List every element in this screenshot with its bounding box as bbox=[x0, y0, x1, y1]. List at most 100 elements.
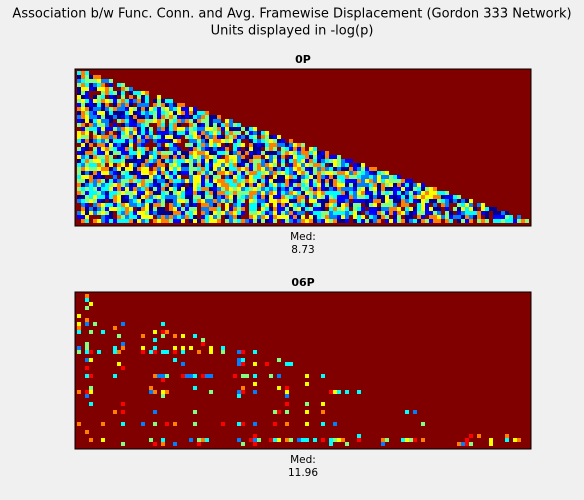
heatmap-cell bbox=[117, 219, 121, 223]
heatmap-cell bbox=[209, 131, 213, 135]
heatmap-cells bbox=[77, 294, 521, 446]
heatmap-cell bbox=[209, 199, 213, 203]
heatmap-cell bbox=[141, 163, 145, 167]
heatmap-cell bbox=[125, 199, 129, 203]
heatmap-cell bbox=[201, 187, 205, 191]
heatmap-cell bbox=[437, 215, 441, 219]
heatmap-cell bbox=[217, 219, 221, 223]
heatmap-cell bbox=[253, 163, 257, 167]
heatmap-cell bbox=[353, 191, 357, 195]
heatmap-cell bbox=[413, 410, 417, 414]
heatmap-cell bbox=[333, 219, 337, 223]
heatmap-cell bbox=[89, 386, 93, 390]
heatmap-cell bbox=[417, 199, 421, 203]
heatmap-cell bbox=[101, 107, 105, 111]
heatmap-cell bbox=[193, 215, 197, 219]
heatmap-cell bbox=[253, 219, 257, 223]
heatmap-cell bbox=[389, 219, 393, 223]
heatmap-cell bbox=[113, 219, 117, 223]
heatmap-cell bbox=[117, 127, 121, 131]
heatmap-cell bbox=[229, 139, 233, 143]
heatmap-cell bbox=[101, 159, 105, 163]
heatmap-cell bbox=[261, 131, 265, 135]
heatmap-cell bbox=[213, 135, 217, 139]
heatmap-cell bbox=[505, 438, 509, 442]
heatmap-cell bbox=[265, 155, 269, 159]
heatmap-cell bbox=[337, 163, 341, 167]
heatmap-cell bbox=[413, 438, 417, 442]
heatmap-cell bbox=[249, 135, 253, 139]
heatmap-cell bbox=[225, 139, 229, 143]
heatmap-cell bbox=[421, 422, 425, 426]
heatmap-cell bbox=[317, 203, 321, 207]
heatmap-cell bbox=[197, 171, 201, 175]
heatmap-cell bbox=[181, 350, 185, 354]
heatmap-cell bbox=[81, 139, 85, 143]
heatmap-cell bbox=[169, 139, 173, 143]
heatmap-cell bbox=[261, 143, 265, 147]
heatmap-cell bbox=[85, 187, 89, 191]
heatmap-cell bbox=[85, 103, 89, 107]
heatmap-cell bbox=[137, 107, 141, 111]
heatmap-cell bbox=[505, 219, 509, 223]
heatmap-cell bbox=[101, 203, 105, 207]
heatmap-cell bbox=[289, 191, 293, 195]
heatmap-cell bbox=[501, 219, 505, 223]
heatmap-cell bbox=[149, 135, 153, 139]
heatmap-cell bbox=[253, 167, 257, 171]
heatmap-cell bbox=[117, 83, 121, 87]
heatmap-cell bbox=[173, 350, 177, 354]
heatmap-cell bbox=[421, 219, 425, 223]
heatmap-cell bbox=[85, 87, 89, 91]
heatmap-cell bbox=[329, 215, 333, 219]
heatmap-cell bbox=[209, 139, 213, 143]
heatmap-cell bbox=[169, 155, 173, 159]
heatmap-cell bbox=[289, 438, 293, 442]
heatmap-cell bbox=[265, 139, 269, 143]
heatmap-cell bbox=[269, 195, 273, 199]
heatmap-cell bbox=[301, 203, 305, 207]
heatmap-cell bbox=[133, 111, 137, 115]
heatmap-cell bbox=[193, 143, 197, 147]
heatmap-cell bbox=[105, 183, 109, 187]
heatmap-cell bbox=[133, 211, 137, 215]
heatmap-cell bbox=[137, 171, 141, 175]
heatmap-cell bbox=[213, 175, 217, 179]
heatmap-cell bbox=[493, 219, 497, 223]
heatmap-cell bbox=[117, 155, 121, 159]
heatmap-cell bbox=[181, 211, 185, 215]
heatmap-cell bbox=[357, 167, 361, 171]
heatmap-cell bbox=[445, 211, 449, 215]
heatmap-cell bbox=[129, 159, 133, 163]
heatmap-cell bbox=[77, 151, 81, 155]
heatmap-cell bbox=[213, 187, 217, 191]
heatmap-cell bbox=[241, 163, 245, 167]
heatmap-cell bbox=[105, 135, 109, 139]
heatmap-cell bbox=[257, 175, 261, 179]
heatmap-cell bbox=[145, 187, 149, 191]
heatmap-cell bbox=[121, 143, 125, 147]
heatmap-cell bbox=[193, 111, 197, 115]
heatmap-cell bbox=[169, 119, 173, 123]
heatmap-cell bbox=[81, 131, 85, 135]
heatmap-cell bbox=[101, 175, 105, 179]
heatmap-cell bbox=[89, 75, 93, 79]
heatmap-cell bbox=[141, 179, 145, 183]
heatmap-cell bbox=[109, 139, 113, 143]
heatmap-cell bbox=[129, 163, 133, 167]
heatmap-cell bbox=[281, 151, 285, 155]
heatmap-cell bbox=[289, 199, 293, 203]
heatmap-cell bbox=[277, 438, 281, 442]
heatmap-cell bbox=[253, 211, 257, 215]
heatmap-cell bbox=[133, 163, 137, 167]
heatmap-cell bbox=[297, 155, 301, 159]
heatmap-cell bbox=[197, 187, 201, 191]
heatmap-cell bbox=[381, 171, 385, 175]
heatmap-cell bbox=[105, 207, 109, 211]
heatmap-cell bbox=[113, 179, 117, 183]
heatmap-cell bbox=[113, 350, 117, 354]
heatmap-cell bbox=[117, 195, 121, 199]
heatmap-cell bbox=[77, 171, 81, 175]
heatmap-cell bbox=[273, 143, 277, 147]
heatmap-cell bbox=[177, 211, 181, 215]
